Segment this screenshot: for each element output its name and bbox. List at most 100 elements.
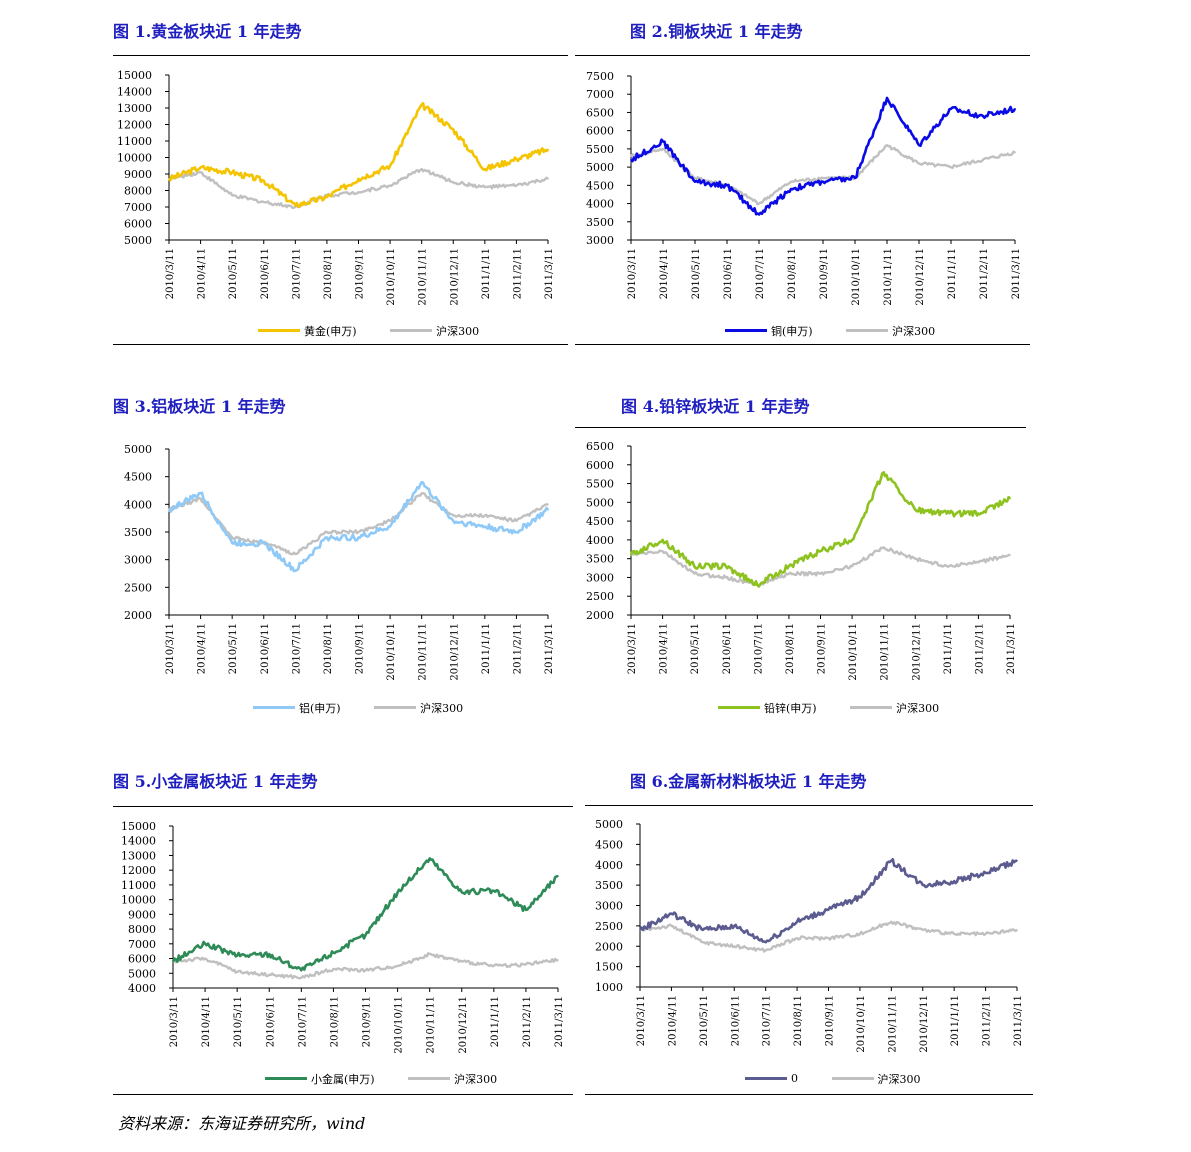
x-tick-label: 2010/6/11	[730, 995, 741, 1046]
legend-label: 沪深300	[896, 701, 940, 715]
legend-swatch	[374, 706, 417, 709]
y-tick-label: 5500	[586, 478, 614, 491]
data-point	[389, 164, 391, 167]
x-tick-label: 2010/4/11	[201, 996, 212, 1047]
y-tick-label: 3000	[124, 554, 152, 567]
data-point	[420, 168, 423, 170]
legend-swatch	[265, 1077, 307, 1080]
legend-item-benchmark: 沪深300	[408, 1071, 497, 1087]
x-tick-label: 2010/12/11	[919, 995, 930, 1053]
legend-item-sector: 小金属(申万)	[265, 1071, 375, 1087]
y-tick-label: 3500	[586, 553, 614, 566]
legend-item-benchmark: 沪深300	[374, 700, 463, 716]
x-tick-label: 2010/7/11	[291, 248, 302, 299]
y-tick-label: 4000	[586, 198, 614, 211]
data-point	[547, 503, 549, 506]
y-tick-label: 10000	[121, 894, 156, 907]
chart-svg: 2000 2500 3000 3500 4000 4500 5000 2010/3/11 201…	[124, 443, 555, 681]
legend-swatch	[725, 329, 767, 332]
y-tick-label: 5000	[595, 818, 623, 831]
legend-swatch	[258, 329, 300, 332]
data-point	[733, 945, 736, 948]
data-point	[724, 565, 727, 567]
data-point	[515, 184, 518, 187]
chart-title: 图 1.黄金板块近 1 年走势	[113, 22, 302, 41]
chart-title: 图 3.铝板块近 1 年走势	[113, 397, 286, 416]
y-tick-label: 7000	[124, 201, 152, 214]
x-tick-label: 2010/5/11	[228, 623, 239, 674]
x-tick-label: 2010/11/11	[883, 248, 894, 306]
y-tick-label: 7000	[586, 88, 614, 101]
data-point	[693, 565, 695, 567]
top-rule	[575, 427, 1026, 428]
x-tick-label: 2010/12/11	[449, 623, 460, 681]
y-tick-label: 11000	[121, 879, 156, 892]
x-tick-label: 2010/5/11	[691, 248, 702, 299]
x-tick-label: 2011/3/11	[544, 623, 555, 674]
data-point	[420, 103, 423, 106]
y-tick-label: 4500	[595, 838, 623, 851]
data-point	[236, 971, 238, 973]
x-tick-label: 2010/9/11	[355, 623, 366, 674]
data-point	[420, 492, 423, 495]
y-tick-label: 4500	[124, 471, 152, 484]
data-point	[670, 925, 673, 927]
data-point	[639, 929, 641, 931]
x-tick-label: 2011/2/11	[522, 996, 533, 1047]
y-tick-label: 15000	[121, 820, 156, 833]
x-tick-label: 2010/3/11	[627, 248, 638, 299]
x-tick-label: 2010/5/11	[228, 248, 239, 299]
data-point	[921, 884, 924, 886]
top-rule	[113, 806, 573, 807]
y-tick-label: 3000	[586, 571, 614, 584]
bottom-rule	[575, 344, 1030, 345]
x-tick-label: 2010/7/11	[297, 996, 308, 1047]
top-rule	[113, 55, 568, 56]
x-tick-label: 2010/9/11	[825, 995, 836, 1046]
legend-swatch	[846, 329, 889, 332]
data-point	[389, 525, 391, 528]
x-tick-label: 2011/2/11	[979, 248, 990, 299]
data-point	[859, 896, 861, 899]
data-point	[389, 520, 391, 522]
chart-panel-3: 图 3.铝板块近 1 年走势 2000 2500 3000 3500 4000 4500 5…	[113, 375, 583, 735]
legend-item-sector: 0	[745, 1072, 798, 1085]
x-tick-label: 2011/1/11	[481, 248, 492, 299]
x-tick-label: 2011/3/11	[544, 248, 555, 299]
y-tick-label: 4000	[586, 534, 614, 547]
x-tick-label: 2011/2/11	[974, 623, 985, 674]
y-tick-label: 4500	[586, 515, 614, 528]
y-tick-label: 5000	[586, 496, 614, 509]
data-point	[630, 155, 632, 157]
x-tick-label: 2010/10/11	[851, 248, 862, 306]
data-point	[670, 912, 673, 915]
y-tick-label: 2000	[124, 609, 152, 622]
data-point	[764, 949, 767, 952]
data-point	[515, 158, 518, 160]
x-tick-label: 2010/7/11	[755, 248, 766, 299]
data-point	[204, 943, 206, 945]
x-tick-label: 2010/12/11	[458, 996, 469, 1054]
data-point	[1016, 929, 1018, 931]
series-line-sector	[638, 858, 1018, 944]
data-point	[525, 963, 527, 966]
data-point	[294, 553, 297, 555]
x-tick-label: 2010/9/11	[817, 623, 828, 674]
y-tick-label: 2500	[595, 920, 623, 933]
data-point	[882, 471, 885, 474]
legend-label: 沪深300	[436, 324, 480, 338]
legend-label: 小金属(申万)	[311, 1072, 375, 1086]
x-tick-label: 2010/8/11	[323, 623, 334, 674]
data-point	[953, 933, 955, 935]
x-tick-label: 2010/8/11	[785, 623, 796, 674]
legend-label: 黄金(申万)	[304, 324, 357, 338]
data-point	[525, 909, 527, 911]
data-point	[1014, 108, 1016, 110]
data-point	[950, 108, 952, 110]
series-line-sector	[630, 96, 1017, 216]
data-point	[630, 159, 632, 161]
x-tick-label: 2010/8/11	[787, 248, 798, 299]
series-line-benchmark	[168, 492, 549, 556]
chart-title: 图 4.铅锌板块近 1 年走势	[621, 397, 810, 416]
